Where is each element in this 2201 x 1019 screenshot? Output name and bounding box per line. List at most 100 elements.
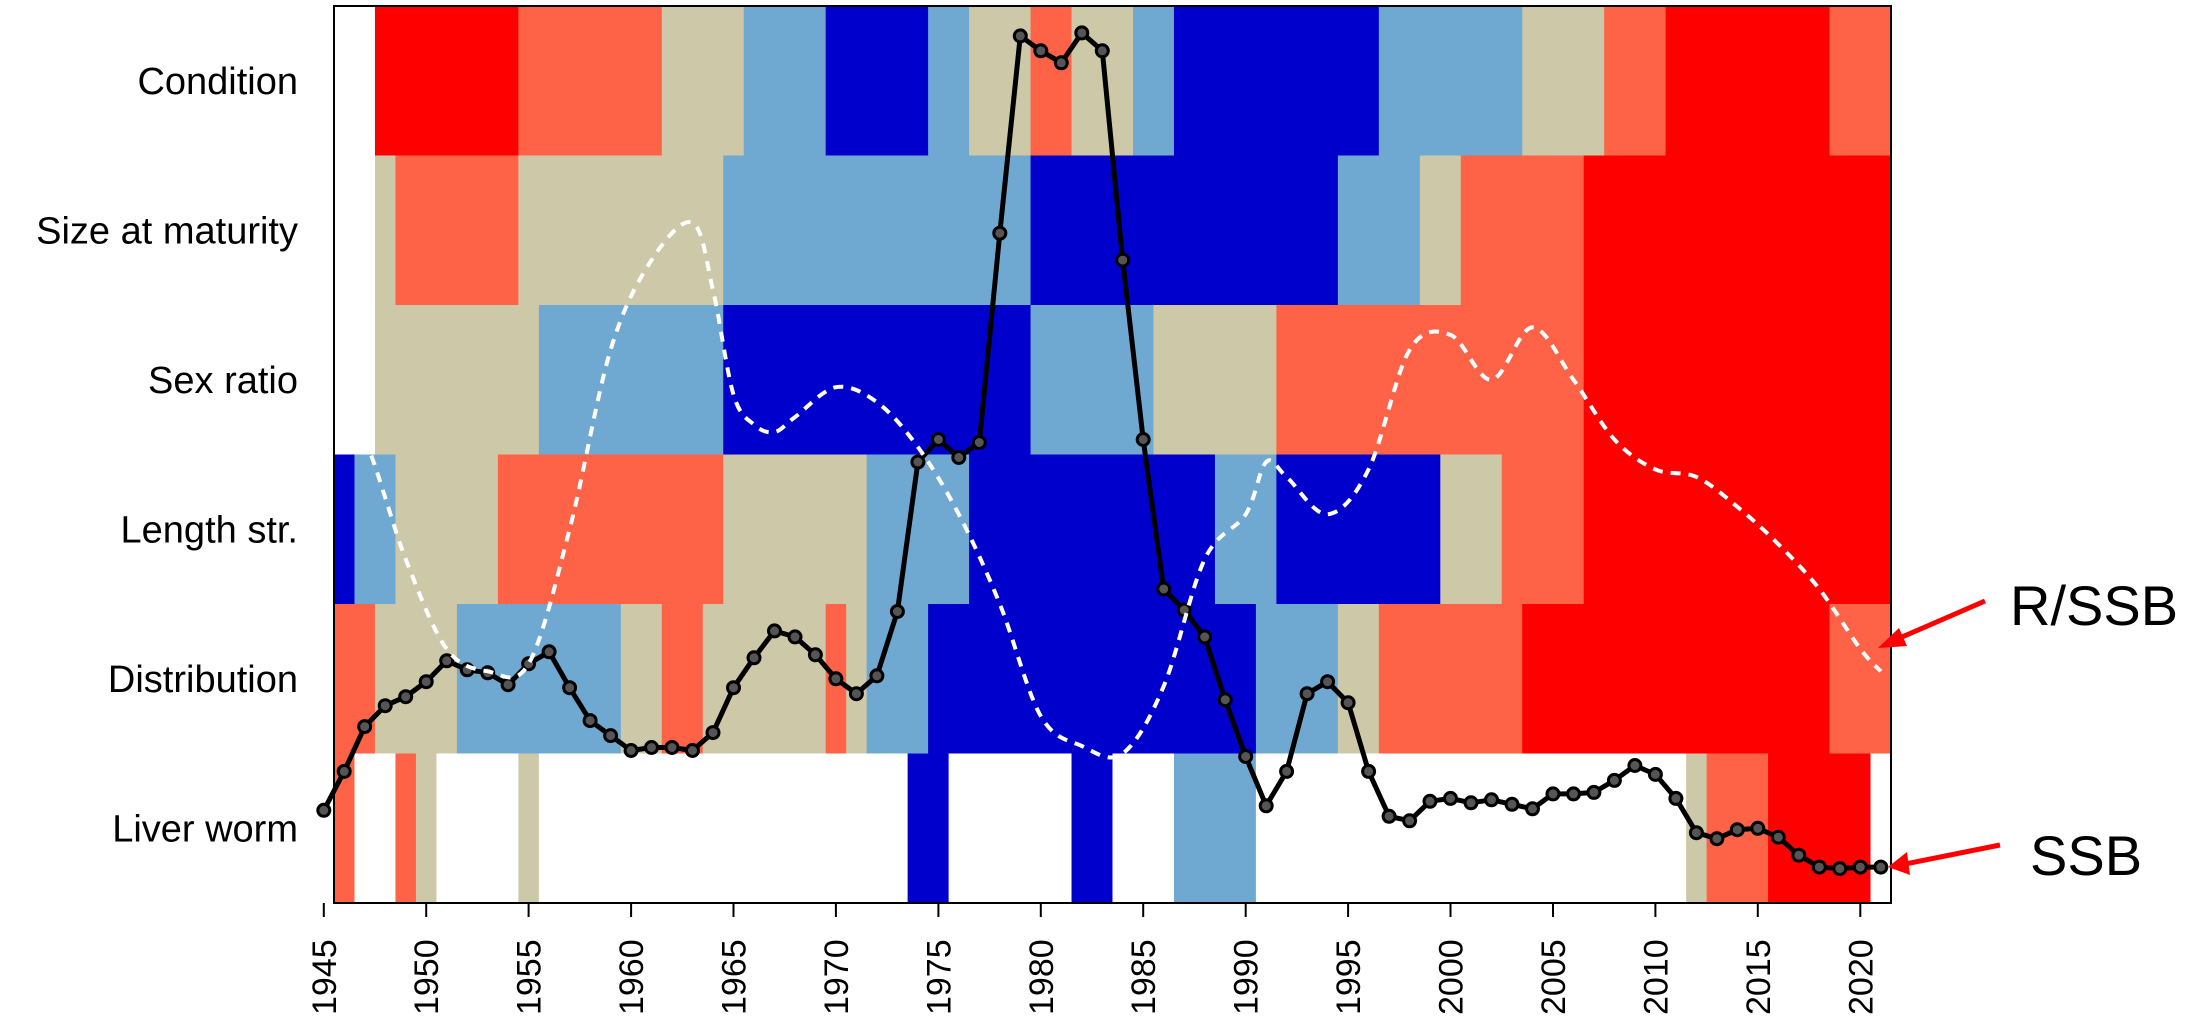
ssb-point <box>1791 847 1807 863</box>
ssb-point <box>971 435 987 450</box>
heatmap-cell <box>702 604 827 755</box>
plot-frame <box>333 5 1892 904</box>
heatmap-cell <box>1829 604 1892 755</box>
ssb-point <box>930 432 946 447</box>
heatmap-cell <box>743 6 827 157</box>
heatmap-cell <box>1665 6 1831 157</box>
x-tick-label: 1950 <box>408 939 446 1015</box>
ssb-point <box>787 629 803 645</box>
heatmap-cell <box>456 604 622 755</box>
r-ssb-annotation: R/SSB <box>1878 574 2178 648</box>
ssb-point <box>1443 790 1458 806</box>
x-tick-label: 1970 <box>818 939 856 1015</box>
ssb-label: SSB <box>2030 824 2142 887</box>
ssb-point <box>1422 793 1438 809</box>
x-tick-label: 1985 <box>1125 939 1163 1015</box>
heatmap-cell <box>1030 6 1073 157</box>
ssb-point <box>869 668 885 684</box>
ssb-point <box>1033 43 1049 59</box>
x-axis: 1945 1950 1955 1960 1965 1970 1975 1980 1985 1990… <box>306 903 1880 1015</box>
ssb-point <box>1402 813 1418 829</box>
heatmap-cell <box>948 753 1073 904</box>
heatmap-cell <box>1829 6 1892 157</box>
ssb-point <box>848 686 864 702</box>
ssb-arrow-head <box>1888 852 1910 875</box>
r-ssb-arrow-line <box>1894 598 1986 643</box>
heatmap-cell <box>969 6 1032 157</box>
r-ssb-arrow-head <box>1878 628 1907 648</box>
heatmap-cell <box>1522 604 1831 755</box>
ssb-point <box>1647 766 1663 782</box>
ssb-point <box>807 647 823 663</box>
heatmap-cell <box>374 6 519 157</box>
ssb-point <box>1688 825 1704 841</box>
ssb-arrow-line <box>1904 842 2001 867</box>
heatmap-cell <box>928 454 970 605</box>
x-tick-label: 2015 <box>1740 939 1778 1015</box>
heatmap-cell <box>1071 753 1114 904</box>
ssb-point <box>1299 686 1315 702</box>
ssb-point <box>562 680 578 696</box>
heatmap-cell <box>518 155 724 306</box>
ssb-point <box>726 680 741 696</box>
ssb-point <box>1135 432 1151 447</box>
heatmap-cell <box>374 305 540 456</box>
ssb-point <box>1361 763 1377 779</box>
ssb-point <box>1750 820 1766 836</box>
x-tick-label: 1955 <box>511 939 549 1015</box>
ssb-point <box>1012 28 1028 44</box>
ssb-point <box>1606 772 1622 788</box>
ssb-point <box>1504 796 1520 812</box>
ssb-point <box>623 743 639 758</box>
ssb-point <box>1586 784 1602 800</box>
ssb-point <box>439 653 455 669</box>
ssb-point <box>1320 674 1336 690</box>
heatmap-cell <box>928 604 1257 755</box>
heatmap-cell <box>1378 604 1523 755</box>
heatmap-cell <box>1276 454 1441 605</box>
ssb-point <box>1729 822 1745 838</box>
heatmap-cell <box>395 454 499 605</box>
heatmap-cell <box>518 6 663 157</box>
ssb-point <box>1484 792 1499 808</box>
ssb-point <box>1770 829 1786 845</box>
ssb-point <box>1197 629 1213 645</box>
ssb-point <box>582 713 598 729</box>
heatmap-cell <box>538 305 683 456</box>
heatmap-cell <box>374 155 397 306</box>
ssb-point <box>500 677 516 693</box>
x-tick-label: 1975 <box>920 939 958 1015</box>
ssb-point <box>1852 859 1868 875</box>
heatmap-cell <box>374 604 458 755</box>
row-label: Sex ratio <box>148 360 298 402</box>
ssb-point <box>910 454 926 470</box>
ssb-point <box>1279 763 1295 779</box>
heatmap-cell <box>497 454 724 605</box>
ssb-point <box>336 763 352 779</box>
ssb-annotation: SSB <box>1888 824 2142 887</box>
row-label: Distribution <box>108 659 298 701</box>
ssb-point <box>1832 861 1848 877</box>
ssb-point <box>316 802 332 818</box>
heatmap-cell <box>1583 305 1892 456</box>
heatmap-cell <box>1419 155 1462 306</box>
ssb-point <box>1053 55 1069 71</box>
ssb-point <box>1340 695 1356 711</box>
ssb-series <box>316 25 1889 877</box>
ssb-point <box>1258 798 1274 814</box>
x-tick-label: 1965 <box>716 939 754 1015</box>
ssb-point <box>828 671 844 687</box>
heatmap-cell <box>354 454 397 605</box>
row-label: Condition <box>137 61 298 103</box>
heatmap-cell <box>538 753 909 904</box>
ssb-point <box>889 604 905 619</box>
ssb-point <box>644 740 659 755</box>
heatmap-cell <box>969 454 1216 605</box>
heatmap-cell <box>682 305 724 456</box>
heatmap-cell <box>1337 604 1380 755</box>
heatmap-cell <box>1604 6 1667 157</box>
ssb-point <box>664 740 680 755</box>
heatmap-cell <box>1460 155 1585 306</box>
heatmap-cell <box>846 604 868 755</box>
